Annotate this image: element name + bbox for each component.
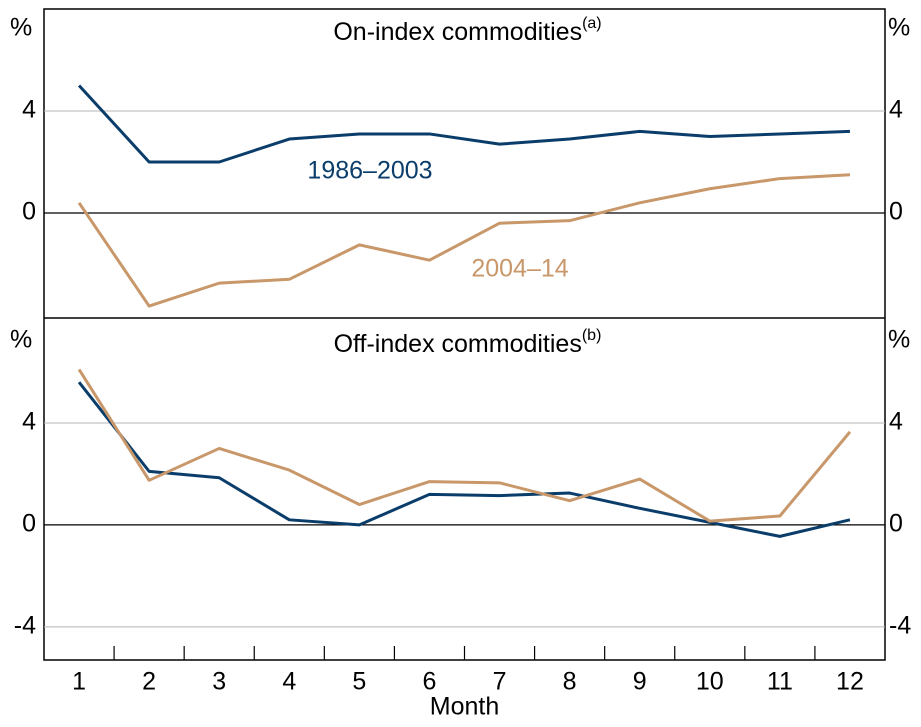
y-unit: % [10,326,32,354]
y-tick-label-right: 0 [889,198,903,226]
y-tick-label-right: -4 [889,611,911,639]
x-axis-title: Month [430,693,499,721]
series-line [77,368,852,523]
panel-title-text: On-index commodities [333,18,582,46]
x-tick-label: 9 [633,668,647,696]
panel-title-note: (b) [582,327,602,344]
x-tick-label: 10 [696,668,724,696]
series-line [77,173,851,308]
x-tick-label: 6 [423,668,437,696]
panel-title: Off-index commodities(b) [334,327,602,357]
y-tick-label: 4 [22,408,36,436]
x-tick-label: 12 [836,668,864,696]
series-line [77,381,851,538]
x-tick-label: 8 [563,668,577,696]
y-tick-label: -4 [14,611,36,639]
y-unit-right: % [888,326,910,354]
y-unit: % [10,14,32,42]
x-tick-label: 7 [493,668,507,696]
y-tick-label: 0 [22,510,36,538]
panel-title-text: Off-index commodities [334,330,582,358]
series-label: 2004–14 [471,255,568,283]
series-label: 1986–2003 [307,157,432,185]
y-unit-right: % [888,14,910,42]
y-tick-label-right: 4 [889,96,903,124]
series-line [77,84,851,164]
panel-title: On-index commodities(a) [333,15,601,45]
x-tick-label: 11 [767,668,793,696]
y-tick-label: 0 [22,198,36,226]
y-tick-label-right: 4 [889,408,903,436]
x-tick-label: 3 [212,668,226,696]
x-tick-label: 4 [282,668,296,696]
y-tick-label-right: 0 [889,510,903,538]
x-tick-label: 5 [352,668,366,696]
x-tick-label: 2 [142,668,156,696]
panel-title-note: (a) [582,15,602,32]
x-tick-label: 1 [72,668,86,696]
y-tick-label: 4 [22,96,36,124]
